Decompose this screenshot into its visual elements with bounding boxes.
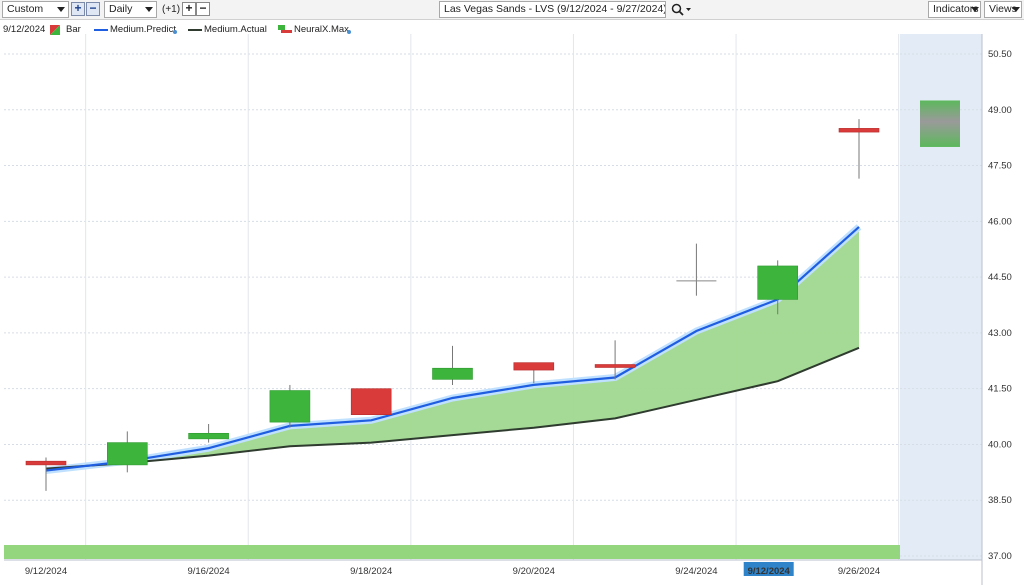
candle (513, 362, 555, 384)
candle (757, 260, 799, 315)
candle-body (513, 362, 555, 371)
candle-body (594, 364, 636, 368)
x-tick-label: 9/16/2024 (187, 566, 229, 577)
y-tick-label: 37.00 (988, 551, 1012, 562)
legend-actual-label: Medium.Actual (204, 24, 267, 35)
views-label: Views (989, 3, 1017, 15)
chevron-down-icon (971, 7, 979, 12)
candle-body (838, 128, 880, 133)
legend-date: 9/12/2024 (3, 24, 46, 35)
x-tick-label: 9/12/2024 (25, 566, 67, 577)
candle (350, 388, 392, 415)
legend-predict-label: Medium.Predict (110, 24, 176, 35)
y-tick-label: 43.00 (988, 328, 1012, 339)
x-tick-label: 9/18/2024 (350, 566, 392, 577)
offset-plus-button[interactable]: + (182, 2, 196, 16)
x-tick-highlight (743, 562, 794, 576)
views-menu[interactable]: Views (984, 1, 1022, 18)
neural-legend-icon (278, 25, 292, 33)
y-tick-label: 40.00 (988, 439, 1012, 450)
candle-body (269, 390, 311, 423)
range-select[interactable]: Custom (2, 1, 69, 18)
legend-neural-label: NeuralX.Max (294, 24, 349, 35)
candle (107, 431, 148, 473)
y-tick-label: 44.50 (988, 272, 1012, 283)
candle-body (432, 367, 473, 380)
x-axis: 9/12/2024 9/16/2024 9/18/2024 9/20/2024 9/24… (4, 559, 982, 577)
predict-actual-fill (46, 226, 859, 471)
symbol-title-field[interactable]: Las Vegas Sands - LVS (9/12/2024 - 9/27/… (439, 1, 666, 18)
zoom-out-button[interactable]: − (86, 2, 100, 16)
candle-body (188, 432, 229, 440)
forecast-range-box (920, 100, 960, 147)
y-tick-label: 49.00 (988, 105, 1012, 116)
chart-legend: 9/12/2024 Bar Medium.Predict Medium.Actu… (0, 21, 900, 37)
forecast-box (920, 100, 960, 147)
predict-line-icon (94, 29, 108, 31)
x-tick-label: 9/12/2024 (748, 566, 791, 577)
neural-dot-icon (347, 30, 351, 34)
actual-line (45, 346, 860, 470)
volume-strip (4, 545, 900, 559)
predict-dot-icon (173, 30, 177, 34)
y-tick-label: 50.50 (988, 49, 1012, 60)
x-tick-label: 9/20/2024 (513, 566, 555, 577)
price-chart[interactable]: 37.00 38.50 40.00 41.50 43.00 44.50 46.00 47.50… (4, 34, 1024, 585)
interval-select-value: Daily (109, 3, 133, 15)
candle (594, 340, 636, 380)
search-icon (671, 3, 691, 16)
toolbar: Custom + − Daily (+1) + − Las Vegas Sand… (0, 0, 1024, 20)
predict-line (45, 226, 860, 472)
interval-select[interactable]: Daily (104, 1, 157, 18)
y-tick-label: 46.00 (988, 216, 1012, 227)
symbol-title: Las Vegas Sands - LVS (9/12/2024 - 9/27/… (444, 3, 666, 15)
zoom-in-button[interactable]: + (71, 2, 85, 16)
offset-minus-button[interactable]: − (196, 2, 210, 16)
candle (188, 423, 229, 443)
candle (838, 119, 880, 179)
x-tick-label: 9/24/2024 (675, 566, 717, 577)
chevron-down-icon (1012, 7, 1020, 12)
candles (25, 119, 880, 491)
candle (432, 345, 473, 385)
offset-label: (+1) (162, 4, 181, 15)
candle-body (107, 442, 148, 466)
legend-bar-label: Bar (66, 24, 81, 35)
candle-body (25, 460, 67, 466)
y-tick-label: 41.50 (988, 384, 1012, 395)
bar-legend-icon (50, 25, 60, 35)
candle (25, 457, 67, 491)
candle (269, 384, 311, 428)
y-tick-label: 47.50 (988, 161, 1012, 172)
indicators-menu[interactable]: Indicators (928, 1, 981, 18)
actual-line-icon (188, 29, 202, 31)
search-button[interactable] (670, 2, 694, 18)
indicators-label: Indicators (933, 3, 979, 15)
range-select-value: Custom (7, 3, 44, 15)
x-tick-label: 9/26/2024 (838, 566, 880, 577)
chevron-down-icon (57, 7, 65, 12)
candle (676, 243, 717, 296)
y-tick-label: 38.50 (988, 495, 1012, 506)
chevron-down-icon (145, 7, 153, 12)
candle-body (757, 265, 799, 300)
candle-body (350, 388, 392, 415)
y-axis: 37.00 38.50 40.00 41.50 43.00 44.50 46.00 47.50… (988, 49, 1012, 562)
